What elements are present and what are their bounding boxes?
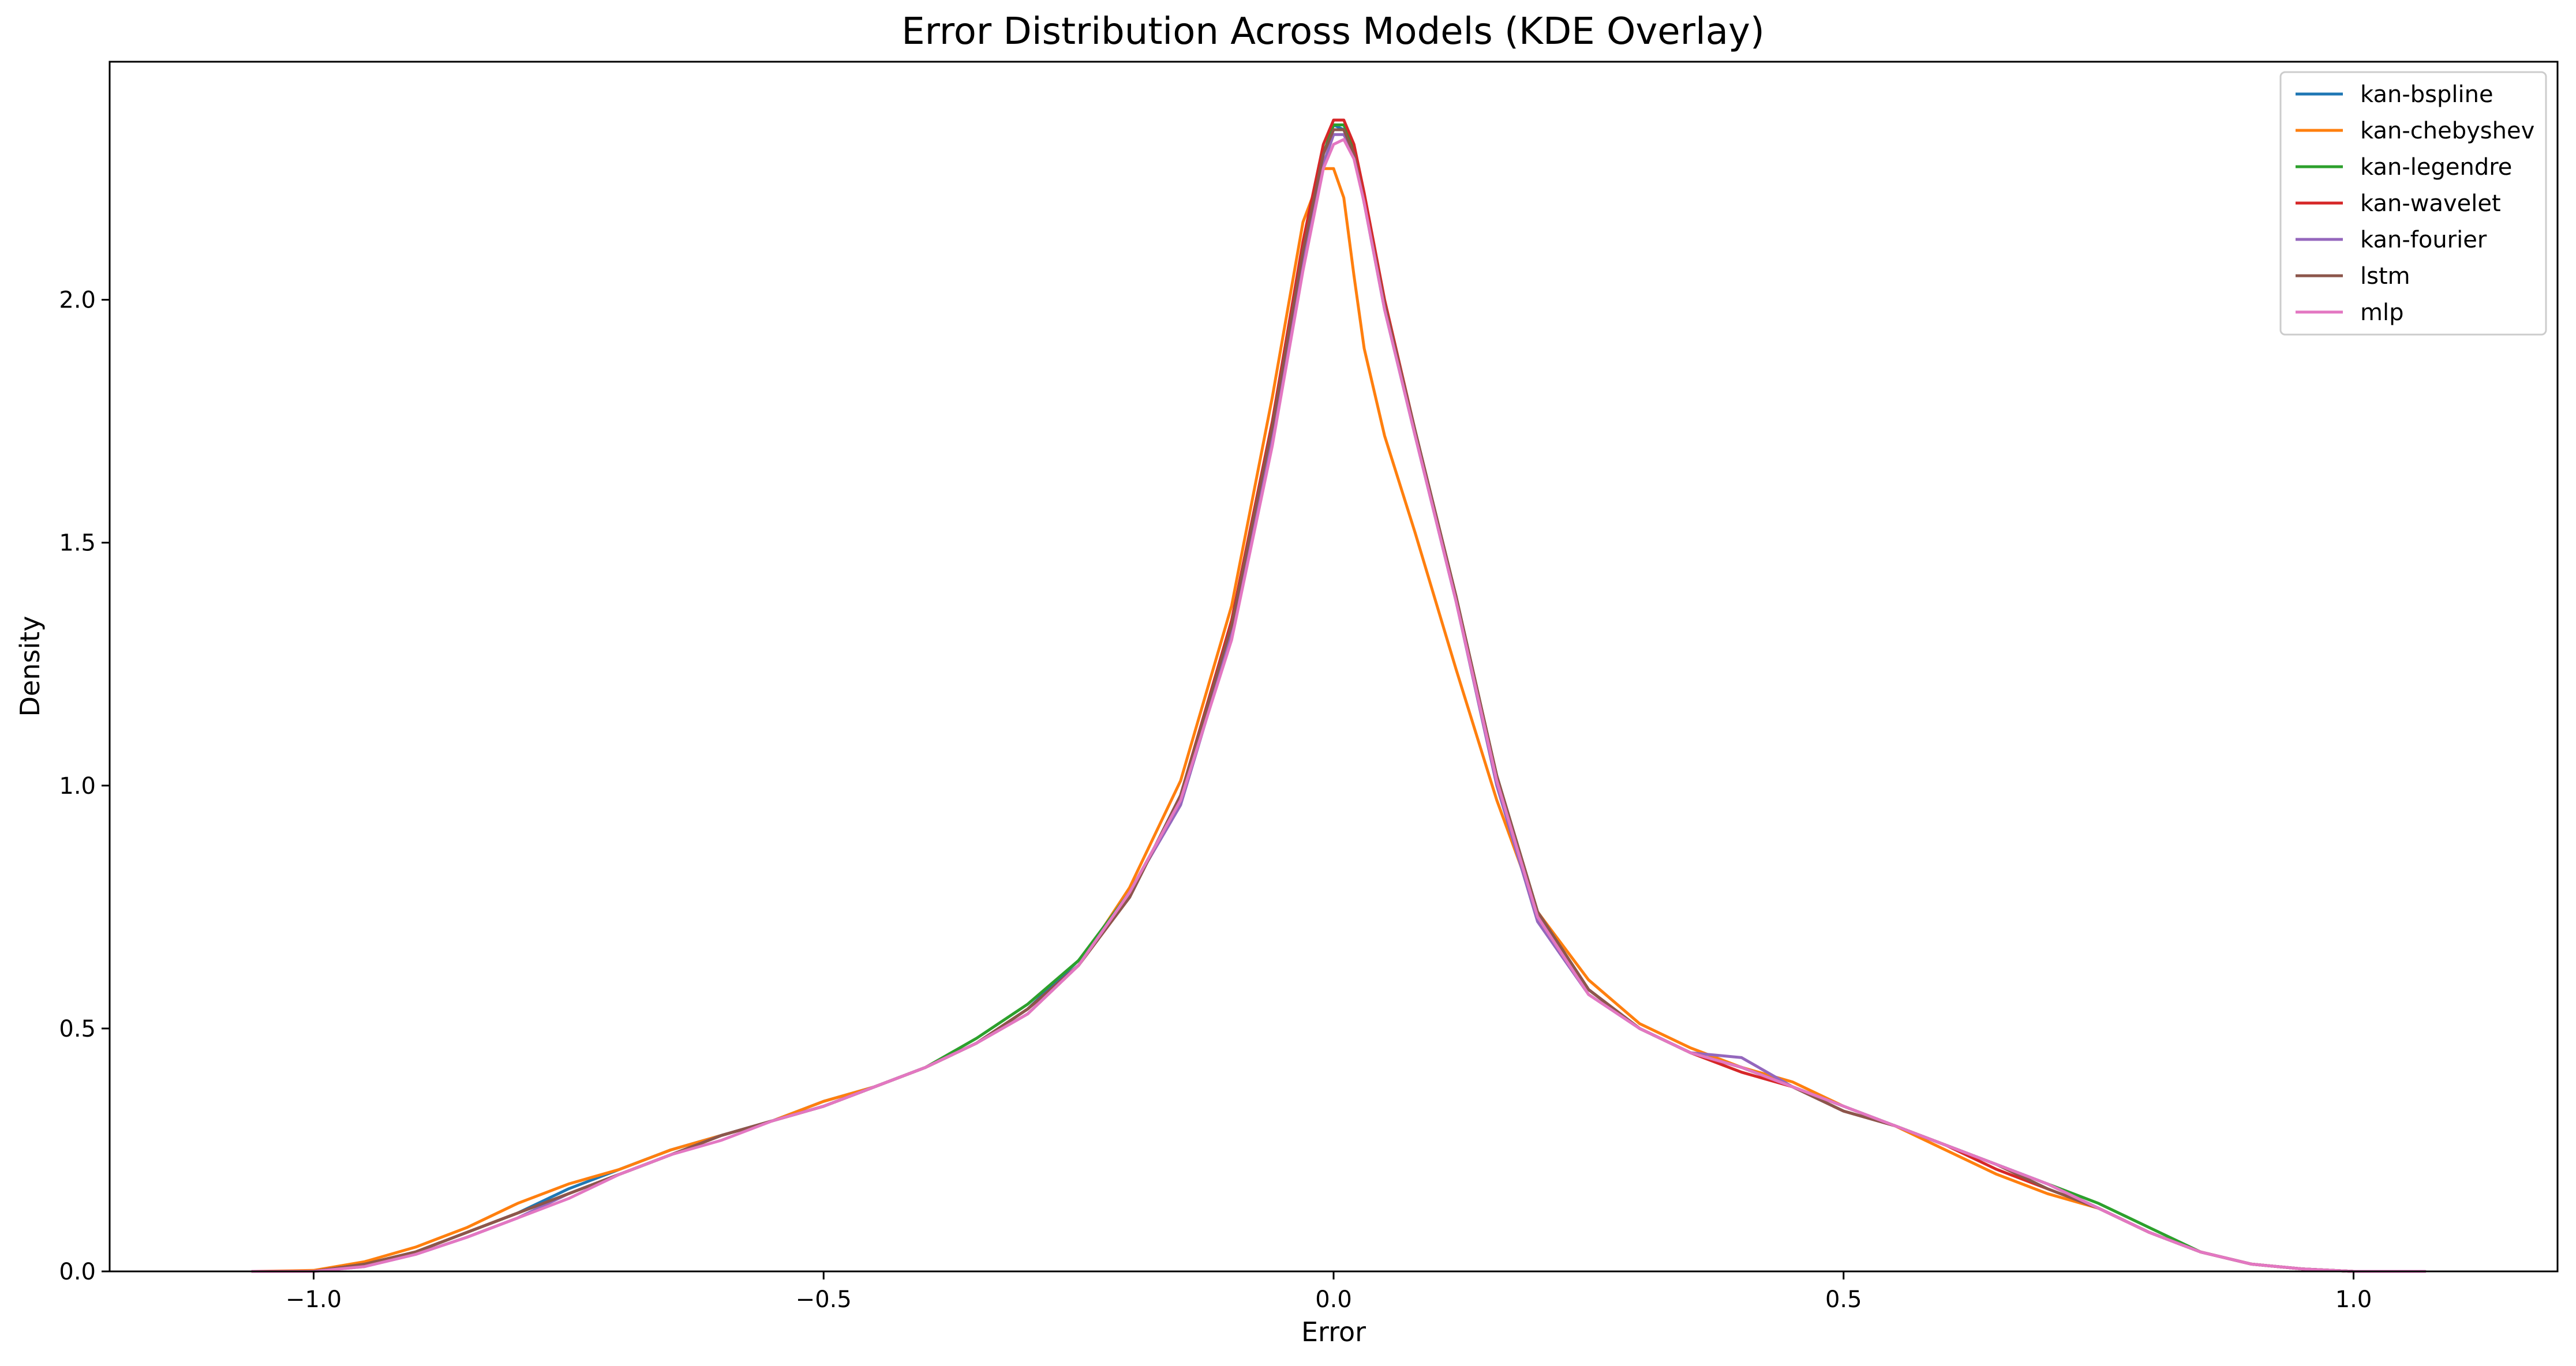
legend-label-mlp: mlp bbox=[2360, 299, 2403, 326]
x-axis: −1.0 −0.5 0.0 0.5 1.0 bbox=[286, 1271, 2372, 1313]
y-tick-label: 0.5 bbox=[59, 1016, 96, 1042]
series-line-kan-chebyshev bbox=[250, 167, 2427, 1273]
legend-label-kan-legendre: kan-legendre bbox=[2360, 154, 2512, 181]
legend-box bbox=[2279, 71, 2547, 336]
series-line-mlp bbox=[250, 138, 2427, 1273]
x-tick-label: −0.5 bbox=[796, 1286, 852, 1313]
y-axis: 0.0 0.5 1.0 1.5 2.0 bbox=[59, 287, 110, 1285]
y-tick-label: 0.0 bbox=[59, 1259, 96, 1285]
x-tick-label: 1.0 bbox=[2335, 1286, 2372, 1313]
legend-label-kan-wavelet: kan-wavelet bbox=[2360, 190, 2501, 217]
legend-label-lstm: lstm bbox=[2360, 263, 2410, 290]
y-tick-label: 1.5 bbox=[59, 530, 96, 557]
legend-label-kan-fourier: kan-fourier bbox=[2360, 227, 2487, 253]
y-tick-label: 2.0 bbox=[59, 287, 96, 314]
x-tick-label: −1.0 bbox=[286, 1286, 342, 1313]
x-tick-label: 0.0 bbox=[1315, 1286, 1352, 1313]
y-axis-label: Density bbox=[14, 616, 46, 717]
x-tick-label: 0.5 bbox=[1825, 1286, 1862, 1313]
legend: kan-bspline kan-chebyshev kan-legendre kan-… bbox=[2279, 71, 2547, 336]
legend-label-kan-bspline: kan-bspline bbox=[2360, 81, 2493, 108]
y-tick-label: 1.0 bbox=[59, 773, 96, 800]
legend-label-kan-chebyshev: kan-chebyshev bbox=[2360, 118, 2534, 144]
x-axis-label: Error bbox=[1301, 1316, 1366, 1348]
series-layer bbox=[250, 118, 2427, 1273]
chart-title: Error Distribution Across Models (KDE Ov… bbox=[901, 10, 1765, 53]
